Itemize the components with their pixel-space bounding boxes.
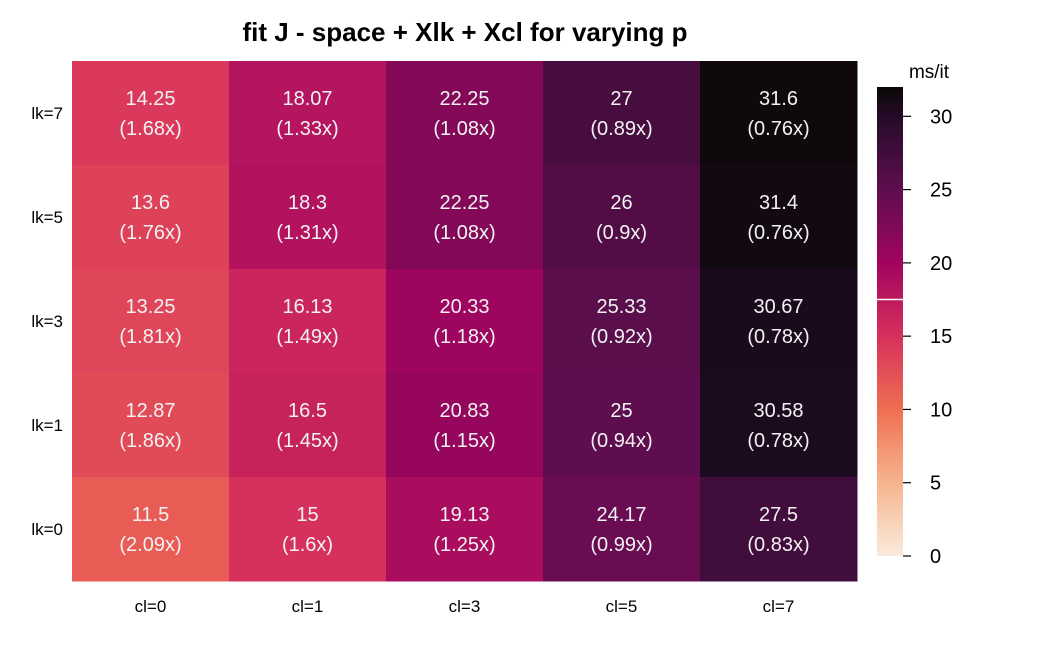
column-label: cl=5 bbox=[606, 597, 638, 616]
row-label: lk=7 bbox=[31, 104, 63, 123]
legend-tick-label: 25 bbox=[930, 180, 952, 202]
row-label: lk=1 bbox=[31, 416, 63, 435]
cell-value-label: 22.25 bbox=[439, 88, 489, 110]
heatmap-cell bbox=[72, 165, 230, 270]
cell-value-label: 26 bbox=[610, 192, 632, 214]
heatmap-cell bbox=[543, 373, 701, 478]
heatmap-cell bbox=[700, 165, 858, 270]
cell-value-label: 16.5 bbox=[288, 400, 327, 422]
cell-value-label: 19.13 bbox=[439, 504, 489, 526]
heatmap-cell bbox=[700, 61, 858, 166]
heatmap-cell bbox=[229, 269, 387, 374]
row-label: lk=5 bbox=[31, 208, 63, 227]
heatmap-cell bbox=[229, 61, 387, 166]
cell-speedup-label: (0.94x) bbox=[590, 430, 652, 452]
chart-title: fit J - space + Xlk + Xcl for varying p bbox=[242, 17, 687, 47]
cell-value-label: 20.33 bbox=[439, 296, 489, 318]
cell-speedup-label: (1.08x) bbox=[433, 222, 495, 244]
heatmap-cell bbox=[72, 477, 230, 582]
cell-speedup-label: (1.81x) bbox=[119, 326, 181, 348]
cell-speedup-label: (0.76x) bbox=[747, 118, 809, 140]
column-label: cl=1 bbox=[292, 597, 324, 616]
cell-speedup-label: (1.08x) bbox=[433, 118, 495, 140]
row-label: lk=3 bbox=[31, 312, 63, 331]
legend-tick-label: 5 bbox=[930, 473, 941, 495]
cell-speedup-label: (1.33x) bbox=[276, 118, 338, 140]
cell-speedup-label: (1.86x) bbox=[119, 430, 181, 452]
cell-speedup-label: (0.99x) bbox=[590, 534, 652, 556]
cell-speedup-label: (0.78x) bbox=[747, 326, 809, 348]
column-label: cl=3 bbox=[449, 597, 481, 616]
cell-speedup-label: (1.76x) bbox=[119, 222, 181, 244]
cell-value-label: 12.87 bbox=[125, 400, 175, 422]
cell-value-label: 11.5 bbox=[132, 504, 169, 526]
column-label: cl=7 bbox=[763, 597, 795, 616]
cell-speedup-label: (1.45x) bbox=[276, 430, 338, 452]
cell-value-label: 22.25 bbox=[439, 192, 489, 214]
cell-speedup-label: (1.49x) bbox=[276, 326, 338, 348]
heatmap-cell bbox=[386, 269, 544, 374]
cell-value-label: 24.17 bbox=[596, 504, 646, 526]
cell-speedup-label: (0.78x) bbox=[747, 430, 809, 452]
cell-value-label: 15 bbox=[296, 504, 318, 526]
cell-value-label: 14.25 bbox=[125, 88, 175, 110]
cell-speedup-label: (0.9x) bbox=[596, 222, 647, 244]
cell-speedup-label: (0.89x) bbox=[590, 118, 652, 140]
legend-tick-label: 10 bbox=[930, 399, 952, 421]
legend-title: ms/it bbox=[909, 62, 950, 83]
heatmap-cell bbox=[386, 477, 544, 582]
heatmap-cell bbox=[386, 61, 544, 166]
cell-speedup-label: (0.76x) bbox=[747, 222, 809, 244]
heatmap-cell bbox=[543, 61, 701, 166]
heatmap-cell bbox=[700, 269, 858, 374]
heatmap-cell bbox=[72, 269, 230, 374]
heatmap-cell bbox=[72, 61, 230, 166]
cell-speedup-label: (1.15x) bbox=[433, 430, 495, 452]
legend-tick-label: 20 bbox=[930, 253, 952, 275]
cell-value-label: 31.6 bbox=[759, 88, 798, 110]
cell-value-label: 30.67 bbox=[753, 296, 803, 318]
legend-tick-label: 15 bbox=[930, 326, 952, 348]
column-label: cl=0 bbox=[135, 597, 167, 616]
cell-speedup-label: (1.6x) bbox=[282, 534, 333, 556]
cell-speedup-label: (1.25x) bbox=[433, 534, 495, 556]
cell-value-label: 27 bbox=[610, 88, 632, 110]
cell-speedup-label: (2.09x) bbox=[119, 534, 181, 556]
cell-value-label: 13.6 bbox=[131, 192, 170, 214]
legend-colorbar bbox=[877, 87, 903, 556]
legend-tick-label: 30 bbox=[930, 106, 952, 128]
cell-speedup-label: (1.18x) bbox=[433, 326, 495, 348]
row-label: lk=0 bbox=[31, 520, 63, 539]
heatmap-cell bbox=[700, 477, 858, 582]
cell-value-label: 25.33 bbox=[596, 296, 646, 318]
cell-value-label: 18.3 bbox=[288, 192, 327, 214]
heatmap-cell bbox=[72, 373, 230, 478]
cell-value-label: 27.5 bbox=[759, 504, 798, 526]
heatmap-cell bbox=[386, 165, 544, 270]
heatmap-cell bbox=[700, 373, 858, 478]
cell-speedup-label: (1.31x) bbox=[276, 222, 338, 244]
heatmap-cell bbox=[543, 165, 701, 270]
cell-speedup-label: (1.68x) bbox=[119, 118, 181, 140]
heatmap-cell bbox=[229, 165, 387, 270]
cell-value-label: 30.58 bbox=[753, 400, 803, 422]
heatmap-cell bbox=[386, 373, 544, 478]
cell-speedup-label: (0.83x) bbox=[747, 534, 809, 556]
cell-value-label: 25 bbox=[610, 400, 632, 422]
cell-value-label: 20.83 bbox=[439, 400, 489, 422]
legend-tick-label: 0 bbox=[930, 546, 941, 568]
heatmap-cell bbox=[229, 477, 387, 582]
cell-value-label: 13.25 bbox=[125, 296, 175, 318]
color-legend: ms/it 0 5 10 15 20 25 30 bbox=[877, 62, 952, 568]
heatmap-cell bbox=[543, 477, 701, 582]
cell-value-label: 18.07 bbox=[282, 88, 332, 110]
heatmap-cell bbox=[229, 373, 387, 478]
cell-value-label: 31.4 bbox=[759, 192, 798, 214]
heatmap-cell bbox=[543, 269, 701, 374]
cell-value-label: 16.13 bbox=[282, 296, 332, 318]
cell-speedup-label: (0.92x) bbox=[590, 326, 652, 348]
